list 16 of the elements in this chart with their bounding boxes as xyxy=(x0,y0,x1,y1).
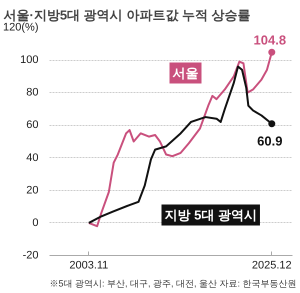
y-tick-label: 20 xyxy=(26,184,39,196)
x-tick-label: 2003.11 xyxy=(69,260,108,272)
x-tick-label: 2025.12 xyxy=(252,260,292,272)
text: ※5대 광역시: 부산, 대구, 광주, 대전, 울산 자료: 한국부동산원 xyxy=(50,278,297,288)
y-tick-label: 60 xyxy=(26,119,39,132)
y-tick-label: 120(%) xyxy=(3,22,39,34)
chart-title: 서울·지방5대 광역시 아파트값 누적 상승률 xyxy=(4,8,251,22)
y-tick-label: 80 xyxy=(26,86,39,99)
data-label: 104.8 xyxy=(254,32,286,48)
text: 지방 5대 광역시 xyxy=(164,208,257,222)
y-tick-label: -20 xyxy=(22,250,39,262)
data-label: 60.9 xyxy=(257,134,282,149)
y-tick-label: 0 xyxy=(32,216,39,229)
series-label: 서울 xyxy=(172,66,198,80)
y-tick-label: 40 xyxy=(26,152,39,164)
y-tick-label: 100 xyxy=(20,54,39,66)
